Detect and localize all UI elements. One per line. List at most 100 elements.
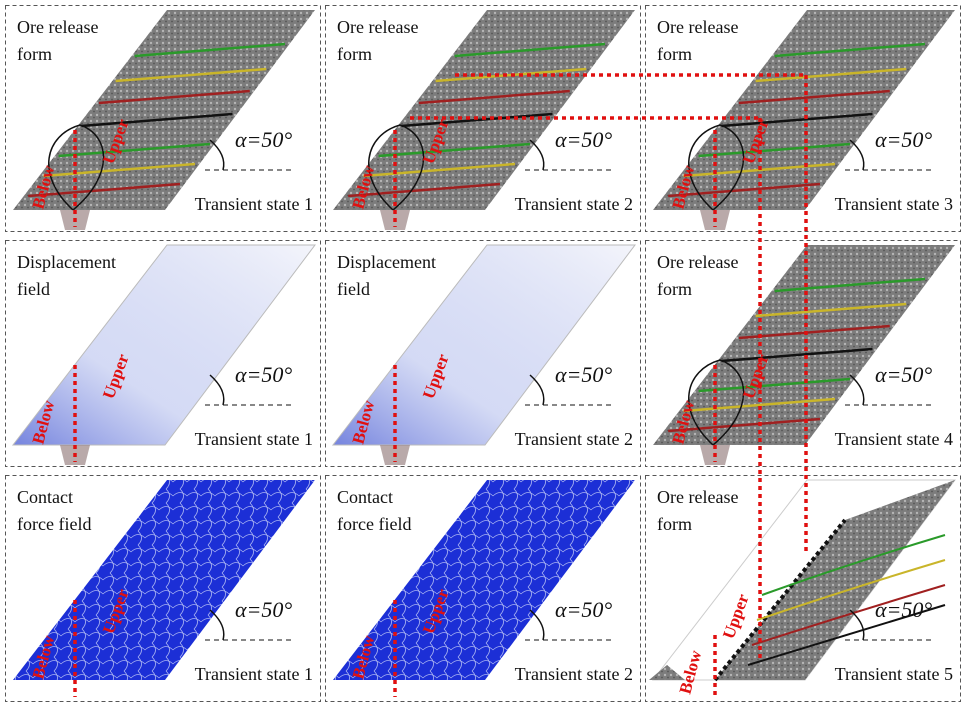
panel-border [325, 475, 641, 702]
state-label: Transient state 2 [515, 664, 633, 684]
panel-title: Ore release [657, 17, 738, 37]
angle-arrow [209, 609, 225, 641]
panel-border [645, 240, 961, 467]
layer-line [28, 182, 181, 198]
panel-title: Contact [337, 487, 393, 507]
draw-ellipsoid [688, 359, 745, 446]
draw-ellipsoid [688, 124, 745, 211]
panel-title: force field [17, 514, 91, 534]
layer-line [721, 347, 873, 363]
material-body [331, 244, 636, 446]
layer-line [435, 67, 587, 83]
panel-title: Ore release [657, 487, 738, 507]
angle-label: α=50° [235, 127, 292, 152]
state-label: Transient state 5 [835, 664, 953, 684]
material-body [333, 480, 635, 680]
layer-line [774, 42, 926, 58]
angle-arrow [529, 609, 545, 641]
panel-title: force field [337, 514, 411, 534]
layer-line [454, 42, 606, 58]
panel-border [5, 475, 321, 702]
layer-line [668, 182, 821, 198]
layer-line [756, 559, 946, 621]
panel-title: Displacement [337, 252, 436, 272]
angle-label: α=50° [875, 362, 932, 387]
state-label: Transient state 3 [835, 194, 953, 214]
panel-title: form [657, 514, 692, 534]
layer-line [698, 377, 851, 393]
state-label: Transient state 1 [195, 194, 313, 214]
layer-line [81, 112, 233, 128]
angle-label: α=50° [235, 362, 292, 387]
panel-title: field [337, 279, 370, 299]
layer-line [774, 277, 926, 293]
layer-line [115, 67, 267, 83]
panel: α=50°BelowUpperDisplacementfieldTransien… [5, 240, 321, 467]
layer-line [134, 42, 286, 58]
ore-body [715, 480, 955, 680]
panel-title: form [337, 44, 372, 64]
angle-label: α=50° [235, 597, 292, 622]
slip-line [713, 518, 847, 682]
panel: α=50°BelowUpperDisplacementfieldTransien… [325, 240, 641, 467]
layer-line [747, 604, 946, 666]
panel-title: Ore release [337, 17, 418, 37]
layer-line [683, 397, 836, 413]
panel-border [5, 5, 321, 232]
ore-pile [649, 665, 685, 680]
panel-border [5, 240, 321, 467]
angle-arrow [529, 374, 545, 406]
layer-line [721, 112, 873, 128]
state-label: Transient state 1 [195, 429, 313, 449]
panel-border [325, 240, 641, 467]
connector-lines [410, 73, 808, 660]
draw-ellipsoid [48, 124, 105, 211]
state-label: Transient state 1 [195, 664, 313, 684]
layer-line [363, 162, 516, 178]
panel-title: Ore release [17, 17, 98, 37]
layer-line [755, 302, 907, 318]
angle-label: α=50° [555, 127, 612, 152]
panel-border [645, 475, 961, 702]
state-label: Transient state 2 [515, 194, 633, 214]
material-body [13, 480, 315, 680]
material-body [11, 244, 316, 446]
layer-line [401, 112, 553, 128]
state-label: Transient state 2 [515, 429, 633, 449]
panel-border [325, 5, 641, 232]
panel-title: form [657, 44, 692, 64]
layer-line [348, 182, 501, 198]
draw-ellipsoid [368, 124, 425, 211]
angle-arrow [849, 609, 865, 641]
angle-arrow [529, 139, 545, 171]
panel-title: form [17, 44, 52, 64]
upper-label: Upper [719, 591, 753, 641]
panel-title: Ore release [657, 252, 738, 272]
layer-line [43, 162, 196, 178]
panel-title: Contact [17, 487, 73, 507]
angle-arrow [849, 374, 865, 406]
layer-line [58, 142, 211, 158]
material-body [653, 10, 955, 210]
angle-label: α=50° [555, 362, 612, 387]
layer-line [751, 584, 946, 646]
panel-title: field [17, 279, 50, 299]
angle-arrow [209, 139, 225, 171]
material-body [653, 245, 955, 445]
panel-title: Displacement [17, 252, 116, 272]
angle-arrow [209, 374, 225, 406]
layer-line [98, 89, 250, 105]
layer-line [418, 89, 570, 105]
layer-line [761, 534, 946, 596]
angle-label: α=50° [555, 597, 612, 622]
angle-arrow [849, 139, 865, 171]
layer-line [738, 89, 890, 105]
layer-line [668, 417, 821, 433]
state-label: Transient state 4 [835, 429, 953, 449]
